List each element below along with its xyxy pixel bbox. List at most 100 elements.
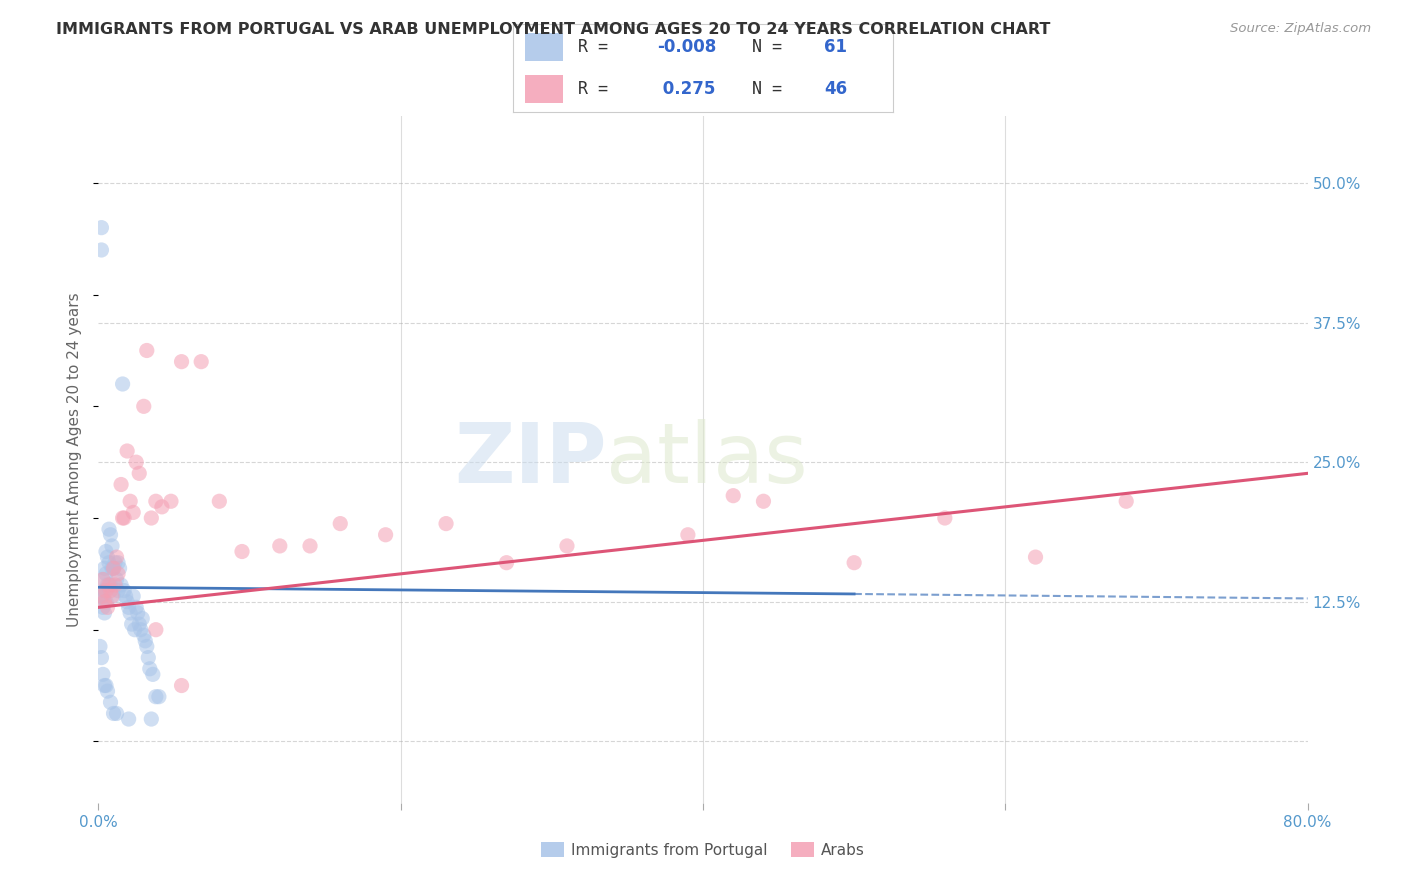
Point: [125, 600, 148, 615]
Point: [676, 528, 699, 542]
Point: [94, 583, 117, 598]
Point: [145, 494, 167, 508]
Point: [132, 628, 155, 642]
Point: [94, 595, 117, 609]
Point: [135, 640, 157, 654]
Point: [107, 566, 129, 581]
Point: [101, 539, 124, 553]
Point: [160, 494, 183, 508]
Text: 0.275: 0.275: [658, 79, 716, 98]
Point: [118, 712, 141, 726]
Point: [299, 539, 322, 553]
Point: [104, 556, 127, 570]
Point: [94, 566, 117, 581]
Point: [104, 578, 127, 592]
Point: [111, 511, 134, 525]
Point: [91, 573, 114, 587]
Point: [170, 354, 193, 368]
Point: [100, 528, 122, 542]
Point: [142, 667, 165, 681]
Point: [329, 516, 352, 531]
Point: [89, 589, 111, 603]
Point: [1115, 494, 1137, 508]
Text: 46: 46: [824, 79, 848, 98]
Text: -0.008: -0.008: [658, 37, 717, 56]
Point: [115, 595, 138, 609]
Point: [122, 589, 145, 603]
Point: [1024, 550, 1046, 565]
Point: [100, 578, 122, 592]
Point: [96, 578, 118, 592]
Point: [145, 690, 167, 704]
Y-axis label: Unemployment Among Ages 20 to 24 years: Unemployment Among Ages 20 to 24 years: [67, 292, 83, 627]
Text: R =: R =: [578, 37, 617, 56]
Point: [111, 376, 134, 391]
Text: ZIP: ZIP: [454, 419, 606, 500]
Point: [103, 561, 125, 575]
Point: [434, 516, 457, 531]
Point: [107, 583, 129, 598]
Point: [93, 561, 115, 575]
Point: [91, 667, 114, 681]
Point: [495, 556, 517, 570]
Point: [110, 578, 132, 592]
Point: [93, 595, 115, 609]
Point: [98, 556, 121, 570]
Text: 61: 61: [824, 37, 848, 56]
Point: [752, 494, 775, 508]
Point: [93, 606, 115, 620]
Point: [107, 556, 129, 570]
Text: N =: N =: [752, 37, 793, 56]
Point: [134, 633, 156, 648]
Point: [145, 623, 167, 637]
Text: N =: N =: [752, 79, 793, 98]
Point: [231, 544, 253, 558]
Point: [98, 522, 121, 536]
Point: [100, 583, 122, 598]
Point: [96, 550, 118, 565]
Point: [91, 589, 114, 603]
Point: [139, 662, 162, 676]
Point: [101, 589, 124, 603]
Point: [110, 477, 132, 491]
Point: [934, 511, 956, 525]
Point: [100, 695, 122, 709]
Point: [141, 712, 163, 726]
Point: [105, 550, 128, 565]
Point: [105, 573, 128, 587]
Point: [103, 706, 125, 721]
Point: [90, 589, 112, 603]
Point: [105, 706, 128, 721]
Point: [121, 617, 143, 632]
Legend: Immigrants from Portugal, Arabs: Immigrants from Portugal, Arabs: [534, 836, 872, 863]
Point: [91, 600, 114, 615]
Point: [723, 489, 745, 503]
FancyBboxPatch shape: [524, 75, 562, 103]
Point: [94, 679, 117, 693]
Point: [108, 561, 131, 575]
Point: [136, 650, 159, 665]
Point: [131, 611, 153, 625]
Point: [93, 583, 115, 598]
Point: [269, 539, 291, 553]
Point: [103, 589, 125, 603]
Point: [115, 444, 138, 458]
Point: [128, 467, 150, 481]
Point: [91, 573, 114, 587]
Point: [129, 623, 152, 637]
Point: [114, 589, 136, 603]
Point: [90, 650, 112, 665]
Point: [132, 400, 155, 414]
Point: [141, 511, 163, 525]
Point: [112, 583, 135, 598]
Point: [148, 690, 170, 704]
Point: [120, 494, 142, 508]
Point: [98, 578, 121, 592]
Point: [120, 606, 142, 620]
Point: [124, 623, 146, 637]
Point: [112, 511, 135, 525]
Point: [127, 606, 149, 620]
Point: [90, 243, 112, 257]
Point: [101, 561, 124, 575]
Text: Source: ZipAtlas.com: Source: ZipAtlas.com: [1230, 22, 1371, 36]
